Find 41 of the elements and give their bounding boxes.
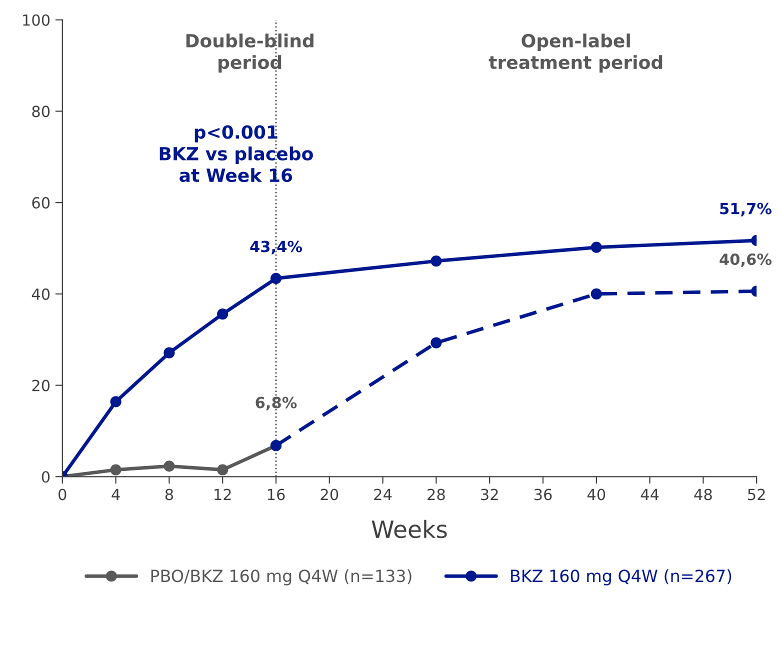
point <box>217 308 228 320</box>
y-tick-label: 0 <box>42 471 50 483</box>
point <box>590 288 602 300</box>
y-tick-label: 40 <box>32 288 50 300</box>
legend-label: PBO/BKZ 160 mg Q4W (n=133) <box>151 569 412 586</box>
point <box>217 464 228 476</box>
point <box>110 464 122 476</box>
annotation: Open-label treatment period <box>488 34 662 73</box>
x-tick-label: 40 <box>587 488 606 500</box>
data-label: 40,6% <box>720 254 772 268</box>
annotation: Double-blind period <box>186 34 314 73</box>
x-tick-label: 48 <box>694 488 712 500</box>
x-tick-label: 12 <box>214 488 231 500</box>
data-label: 6,8% <box>256 396 297 410</box>
x-tick-label: 0 <box>58 488 66 500</box>
y-tick-label: 100 <box>23 14 50 26</box>
x-axis-title: Weeks <box>372 520 447 538</box>
x-tick-label: 4 <box>112 488 120 500</box>
x-tick-label: 44 <box>640 488 659 500</box>
x-tick-label: 52 <box>748 488 765 500</box>
point <box>270 272 282 284</box>
y-tick-label: 60 <box>32 197 50 209</box>
data-label: 51,7% <box>720 202 772 216</box>
point <box>164 347 175 358</box>
point <box>164 460 175 472</box>
point <box>110 396 122 408</box>
annotation: p<0.001 BKZ vs placebo at Week 16 <box>160 125 313 182</box>
point <box>430 255 442 267</box>
point <box>590 242 602 253</box>
x-tick-label: 24 <box>374 488 392 500</box>
data-label: 43,4% <box>250 240 302 254</box>
x-tick-label: 8 <box>165 488 174 500</box>
x-tick-label: 32 <box>481 488 498 500</box>
x-tick-label: 16 <box>268 488 285 500</box>
y-tick-label: 80 <box>32 106 50 118</box>
legend-label: BKZ 160 mg Q4W (n=267) <box>511 569 732 586</box>
x-tick-label: 20 <box>320 488 338 500</box>
point <box>430 337 442 348</box>
x-tick-label: 28 <box>428 488 445 500</box>
x-tick-label: 36 <box>534 488 552 500</box>
y-tick-label: 20 <box>32 380 50 392</box>
